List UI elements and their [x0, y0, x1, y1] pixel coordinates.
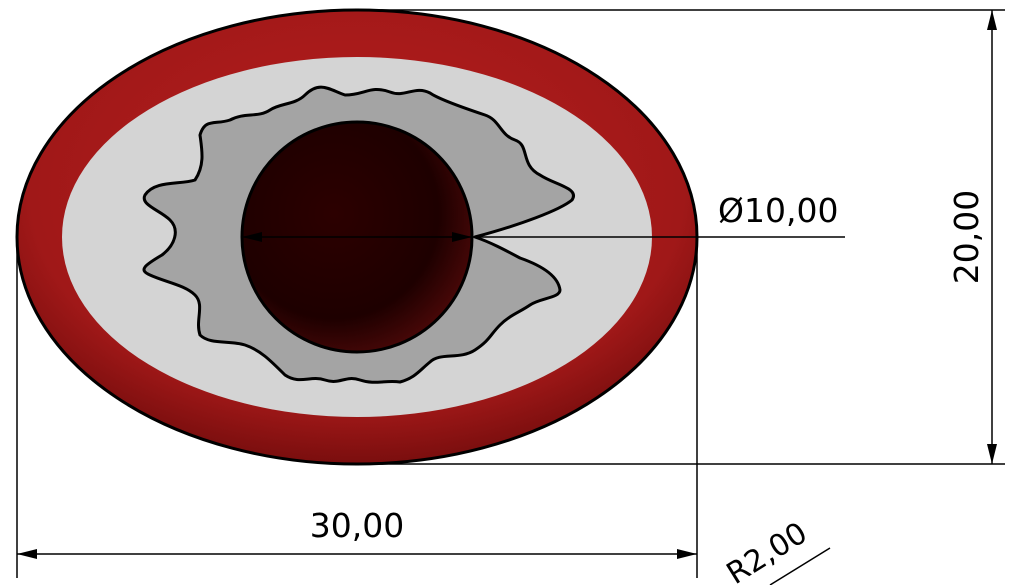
width-dimension: 30,00: [16, 237, 698, 578]
diameter-label: Ø10,00: [718, 191, 838, 230]
height-label: 20,00: [947, 190, 986, 284]
width-label: 30,00: [310, 506, 404, 545]
radius-label: R2,00: [721, 516, 814, 585]
diameter-dimension: Ø10,00: [242, 191, 845, 242]
height-dimension: 20,00: [357, 9, 1005, 465]
radius-dimension: R2,00: [721, 516, 831, 585]
